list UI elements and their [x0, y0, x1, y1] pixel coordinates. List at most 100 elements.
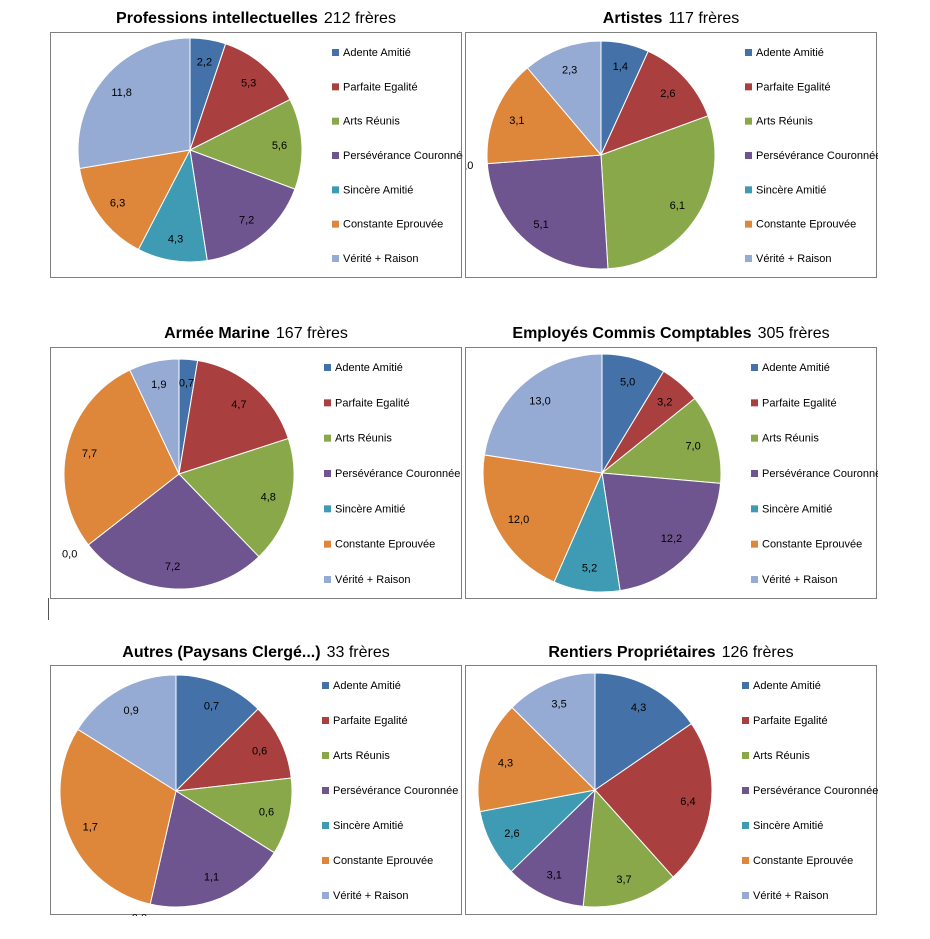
legend-swatch-arts-reunis [322, 752, 329, 759]
chart-title-name: Artistes [602, 10, 663, 27]
legend-label-arts-reunis: Arts Réunis [343, 116, 400, 128]
legend-swatch-sincere-amitie [745, 186, 752, 194]
slice-label-verite-raison: 11,8 [111, 87, 132, 99]
legend-swatch-sincere-amitie [332, 186, 339, 194]
legend-swatch-constante-eprouvee [742, 857, 749, 864]
slice-label-perseverance-couronnee: 3,1 [547, 869, 562, 881]
legend-label-constante-eprouvee: Constante Eprouvée [762, 539, 862, 551]
legend-swatch-adente-amitie [324, 364, 331, 371]
slice-label-arts-reunis: 3,7 [616, 874, 631, 886]
chart-title-count: 33 frères [326, 644, 390, 661]
pie-slice-perseverance-couronnee [486, 154, 609, 270]
slice-label-arts-reunis: 5,6 [272, 140, 287, 152]
slice-label-verite-raison: 3,5 [551, 699, 566, 711]
legend-swatch-verite-raison [742, 892, 749, 899]
legend-label-adente-amitie: Adente Amitié [756, 47, 824, 59]
legend-swatch-adente-amitie [322, 682, 329, 689]
chart-title-rentiers: Rentiers Propriétaires 126 frères [465, 644, 877, 662]
legend-label-constante-eprouvee: Constante Eprouvée [333, 855, 433, 867]
pie-slice-verite-raison [77, 37, 191, 170]
pie-slice-arts-reunis [582, 788, 674, 908]
legend-label-perseverance-couronnee: Persévérance Couronnée [335, 468, 460, 480]
slice-label-constante-eprouvee: 1,7 [83, 822, 98, 834]
slice-label-parfaite-egalite: 4,7 [231, 399, 246, 411]
legend-label-parfaite-egalite: Parfaite Egalité [343, 81, 418, 93]
legend-swatch-perseverance-couronnee [324, 470, 331, 477]
pie-chart-autres: 0,7 0,6 0,6 1,1 0,0 1,7 0,9 Adente Amitié Parfai… [50, 665, 462, 916]
legend-label-parfaite-egalite: Parfaite Egalité [335, 397, 410, 409]
legend-swatch-parfaite-egalite [332, 83, 339, 91]
legend-swatch-parfaite-egalite [322, 717, 329, 724]
pie-slice-verite-raison [129, 358, 180, 475]
legend-swatch-adente-amitie [751, 364, 758, 371]
pie-slice-parfaite-egalite [178, 359, 290, 475]
slice-label-sincere-amitie: 0,0 [132, 913, 147, 916]
pie-slice-perseverance-couronnee [149, 790, 275, 908]
legend-label-arts-reunis: Arts Réunis [762, 433, 819, 445]
slice-label-perseverance-couronnee: 5,1 [533, 219, 548, 231]
legend-swatch-verite-raison [324, 576, 331, 583]
legend-label-sincere-amitie: Sincère Amitié [756, 184, 826, 196]
pie-slice-arts-reunis [174, 777, 293, 854]
pie-svg: 2,2 5,3 5,6 7,2 4,3 6,3 11,8 Adente Amitié Parfa… [77, 37, 463, 265]
legend-label-arts-reunis: Arts Réunis [335, 433, 392, 445]
legend-label-arts-reunis: Arts Réunis [756, 116, 813, 128]
slice-label-constante-eprouvee: 4,3 [498, 757, 513, 769]
slice-label-constante-eprouvee: 12,0 [508, 514, 529, 526]
pie-slice-adente-amitie [594, 672, 693, 791]
legend-swatch-perseverance-couronnee [742, 787, 749, 794]
pie-slice-verite-raison [511, 672, 596, 792]
slice-label-arts-reunis: 6,1 [670, 200, 685, 212]
chart-title-artistes: Artistes 117 frères [465, 10, 877, 28]
slice-label-parfaite-egalite: 5,3 [241, 77, 256, 89]
pie-slice-arts-reunis [188, 98, 303, 190]
pie-slice-arts-reunis [600, 115, 716, 270]
legend-swatch-adente-amitie [742, 682, 749, 689]
legend-swatch-adente-amitie [745, 49, 752, 56]
legend-label-verite-raison: Vérité + Raison [333, 890, 409, 902]
pie-slice-parfaite-egalite [189, 43, 291, 151]
legend-swatch-arts-reunis [332, 117, 339, 125]
pie-slice-adente-amitie [175, 674, 259, 793]
slice-label-adente-amitie: 1,4 [613, 61, 628, 73]
chart-title-count: 167 frères [275, 325, 348, 342]
legend-swatch-verite-raison [745, 255, 752, 262]
pie-chart-artistes: 1,4 2,6 6,1 5,1 0,0 3,1 2,3 Adente Amitié Parfai… [465, 32, 878, 278]
chart-title-autres: Autres (Paysans Clergé...) 33 frères [50, 644, 462, 662]
legend-label-perseverance-couronnee: Persévérance Couronnée [333, 785, 458, 797]
legend-swatch-arts-reunis [745, 117, 752, 125]
legend-label-parfaite-egalite: Parfaite Egalité [762, 397, 837, 409]
legend-swatch-constante-eprouvee [322, 857, 329, 864]
legend-swatch-parfaite-egalite [745, 83, 752, 91]
pie-svg: 0,7 0,6 0,6 1,1 0,0 1,7 0,9 Adente Amitié Parfai… [59, 674, 458, 916]
legend-label-verite-raison: Vérité + Raison [762, 574, 838, 586]
chart-title-employes: Employés Commis Comptables 305 frères [465, 325, 877, 343]
legend-label-arts-reunis: Arts Réunis [333, 750, 390, 762]
slice-label-adente-amitie: 0,7 [204, 700, 219, 712]
pie-slice-parfaite-egalite [600, 50, 709, 156]
chart-title-count: 212 frères [323, 10, 396, 27]
pie-svg: 0,7 4,7 4,8 7,2 0,0 7,7 1,9 Adente Amitié Parfai… [62, 358, 460, 590]
pie-svg: 1,4 2,6 6,1 5,1 0,0 3,1 2,3 Adente Amitié Parfai… [466, 40, 878, 270]
pie-chart-professions: 2,2 5,3 5,6 7,2 4,3 6,3 11,8 Adente Amitié Parfa… [50, 32, 463, 278]
legend-label-parfaite-egalite: Parfaite Egalité [753, 715, 828, 727]
legend-label-verite-raison: Vérité + Raison [335, 574, 411, 586]
slice-label-adente-amitie: 5,0 [620, 376, 635, 388]
legend-swatch-verite-raison [332, 255, 339, 262]
pie-svg: 5,0 3,2 7,0 12,2 5,2 12,0 13,0 Adente Amitié Par… [482, 353, 878, 593]
slice-label-arts-reunis: 4,8 [261, 491, 276, 503]
chart-title-name: Autres (Paysans Clergé...) [122, 644, 321, 661]
legend-label-verite-raison: Vérité + Raison [756, 253, 832, 265]
pie-chart-employes: 5,0 3,2 7,0 12,2 5,2 12,0 13,0 Adente Amitié Par… [465, 347, 878, 599]
legend-label-parfaite-egalite: Parfaite Egalité [756, 81, 831, 93]
legend-swatch-sincere-amitie [324, 505, 331, 513]
pie-chart-rentiers: 4,3 6,4 3,7 3,1 2,6 4,3 3,5 Adente Amitié Parfai… [465, 665, 878, 915]
slice-label-adente-amitie: 4,3 [631, 702, 646, 714]
pie-slice-constante-eprouvee [486, 67, 603, 165]
pie-slice-parfaite-egalite [594, 723, 713, 878]
slice-label-parfaite-egalite: 3,2 [657, 396, 672, 408]
slice-label-perseverance-couronnee: 7,2 [165, 561, 180, 573]
pie-slice-verite-raison [77, 674, 177, 792]
pie-svg: 4,3 6,4 3,7 3,1 2,6 4,3 3,5 Adente Amitié Parfai… [477, 672, 878, 908]
legend-label-constante-eprouvee: Constante Eprouvée [753, 855, 853, 867]
